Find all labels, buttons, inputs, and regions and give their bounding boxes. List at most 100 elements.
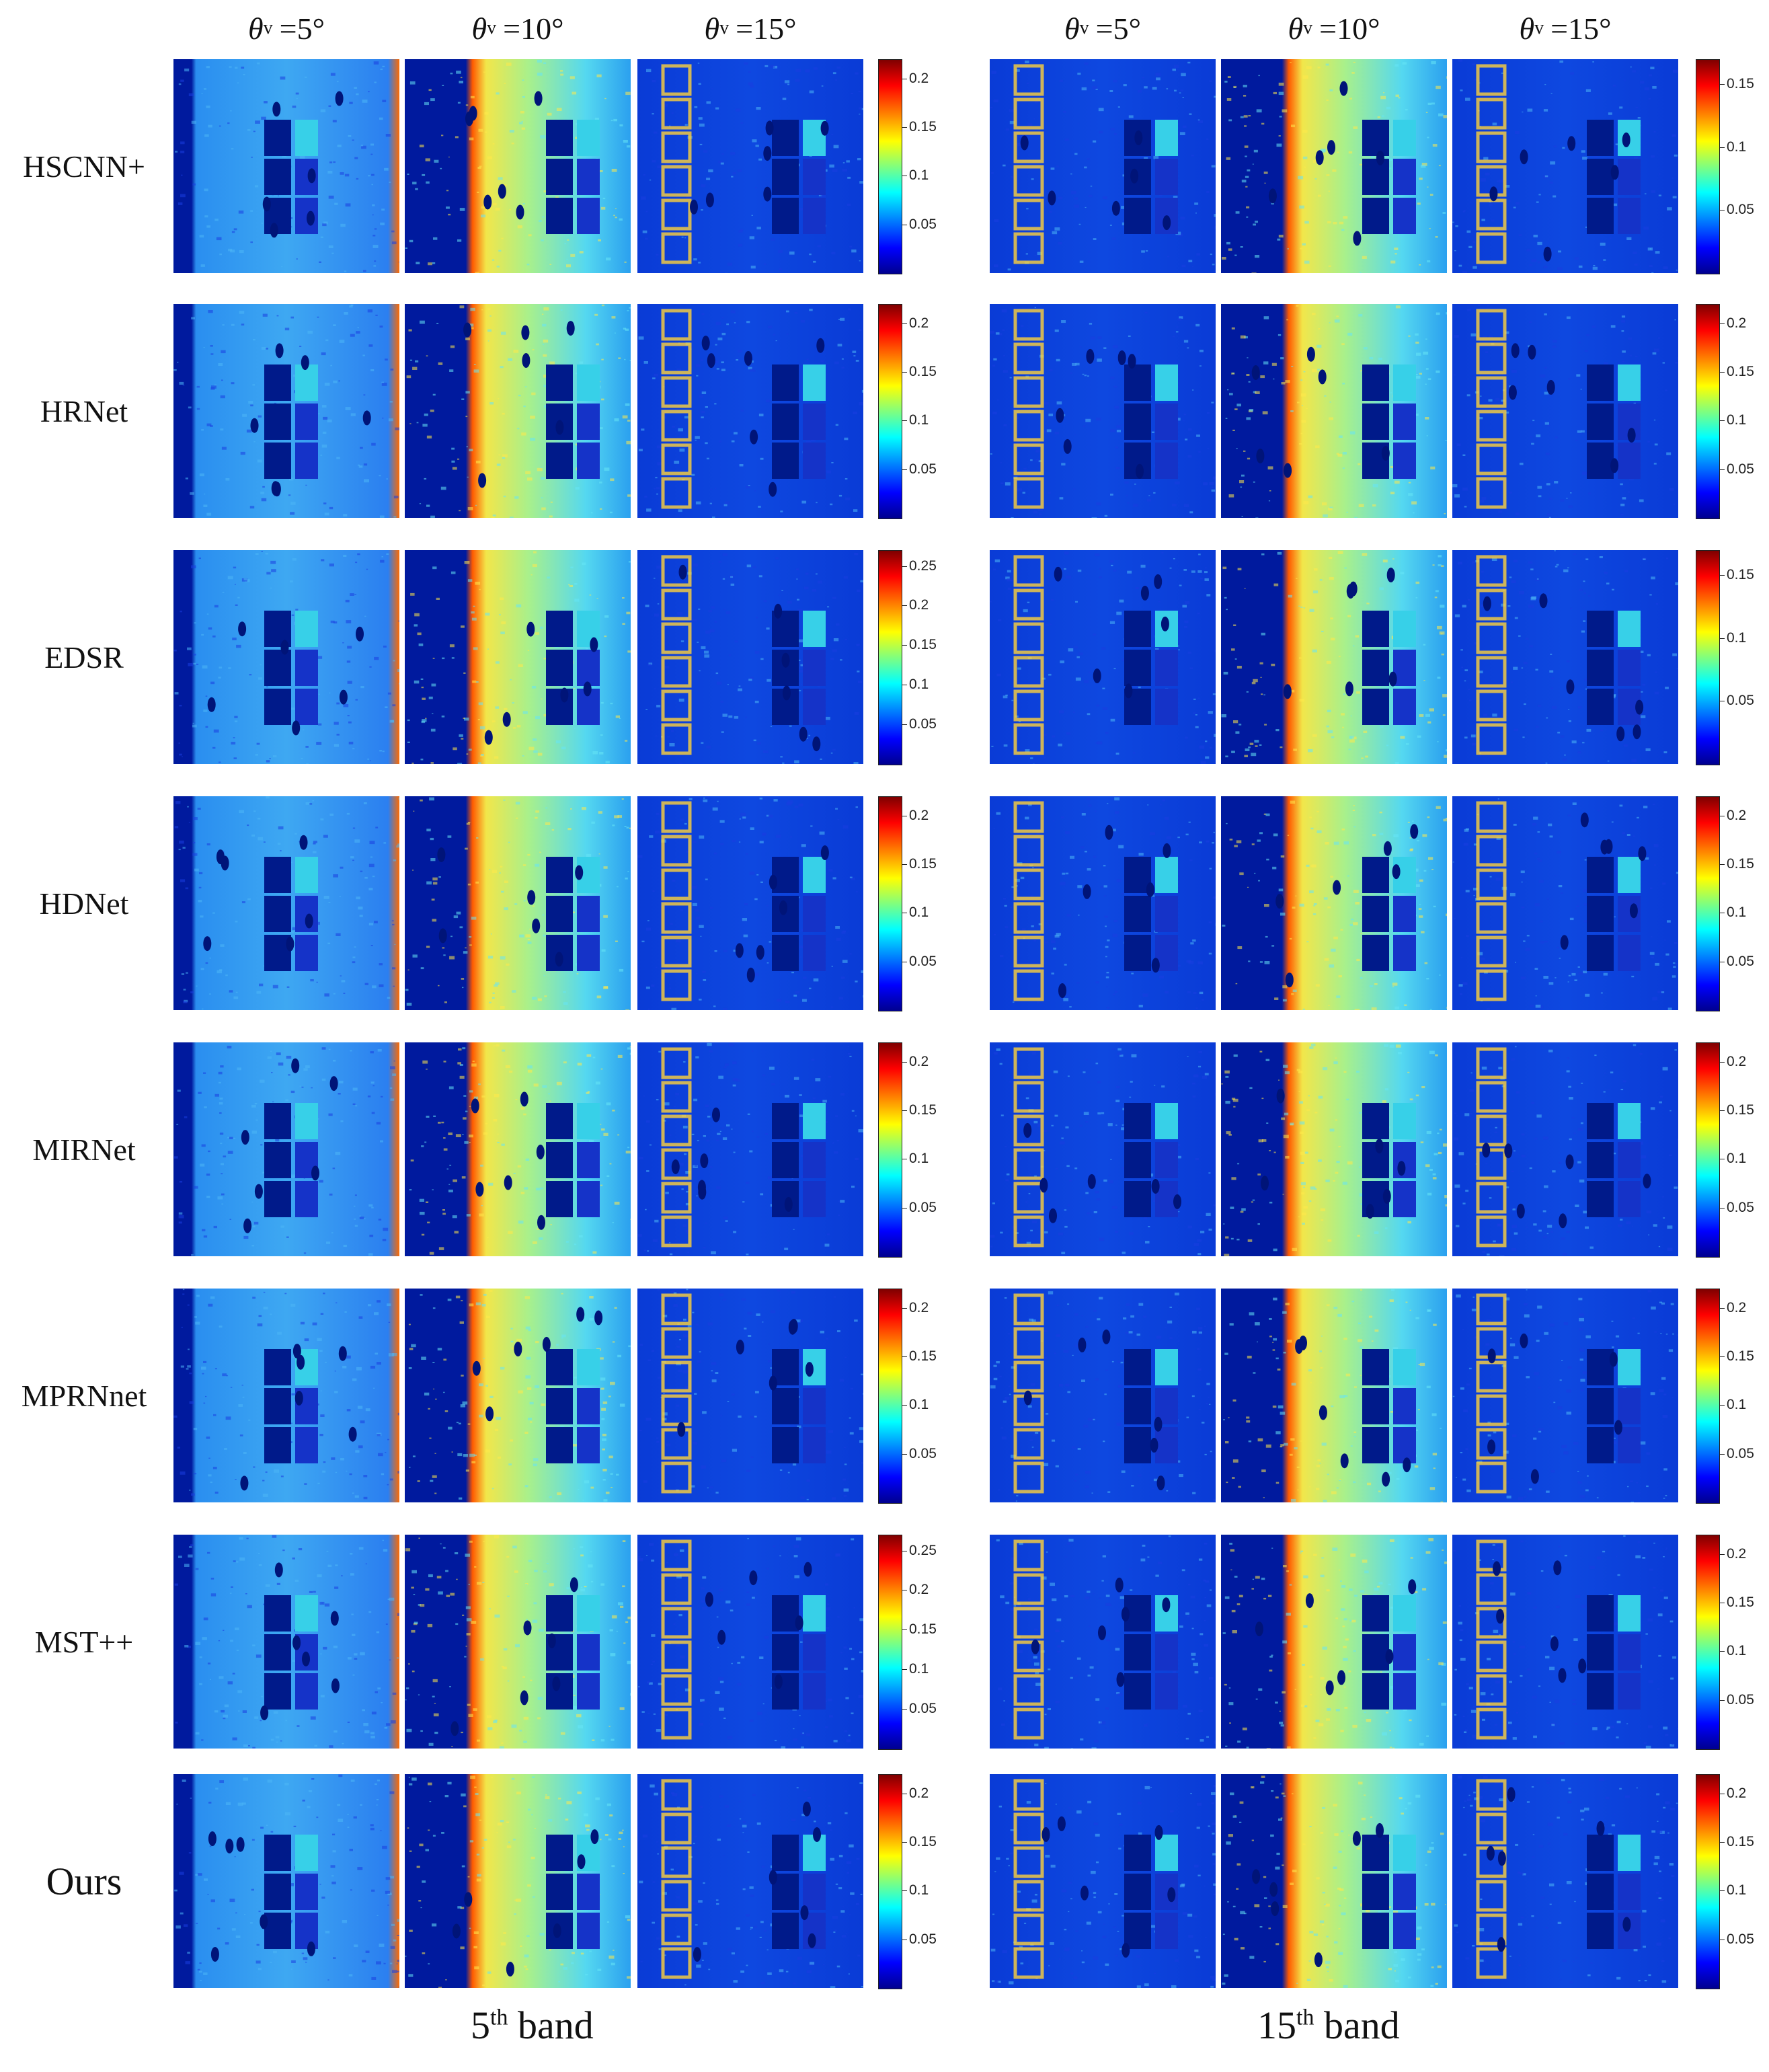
error-map-panel: [1221, 59, 1447, 273]
error-map-panel: [405, 550, 631, 764]
row-label: HDNet: [39, 886, 129, 921]
colorbar-tick-label: 0.05: [902, 953, 937, 969]
colorbar-tick-label: 0.1: [1719, 1151, 1747, 1167]
row-label: HSCNN+: [23, 149, 145, 184]
error-map-panel: [405, 1042, 631, 1256]
colorbar-tick-label: 0.2: [1719, 807, 1747, 823]
colorbar: [878, 1774, 902, 1989]
theta-subscript: v: [263, 17, 273, 38]
colorbar-tick-label: 0.2: [1719, 1053, 1747, 1069]
error-map-panel: [405, 1289, 631, 1502]
colorbar-tick-label: 0.1: [901, 677, 929, 693]
error-map-panel: [990, 1289, 1216, 1502]
colorbar-tick-label: 0.1: [901, 167, 929, 184]
colorbar-tick-label: 0.2: [901, 1582, 929, 1598]
band-label-2: 15th band: [1257, 2003, 1400, 2048]
colorbar-tick-label: 0.15: [902, 364, 937, 380]
error-map-panel: [990, 550, 1216, 764]
error-map-panel: [1221, 550, 1447, 764]
angle-value: =15°: [1550, 11, 1612, 46]
colorbar: [878, 304, 902, 519]
colorbar: [878, 796, 902, 1011]
colorbar: [878, 1535, 902, 1750]
error-map-panel: [637, 1535, 863, 1749]
error-map-panel: [173, 304, 399, 518]
error-map-panel: [1452, 1289, 1678, 1502]
colorbar-tick-label: 0.2: [901, 597, 929, 613]
column-header-2: θ v =10°: [405, 4, 631, 52]
error-map-panel: [1452, 550, 1678, 764]
colorbar-tick-label: 0.2: [901, 315, 929, 331]
row-label: MST++: [34, 1624, 134, 1659]
colorbar-tick-label: 0.1: [1719, 905, 1747, 921]
colorbar: [878, 1042, 902, 1258]
colorbar-tick-label: 0.1: [901, 905, 929, 921]
colorbar-tick-label: 0.1: [901, 1397, 929, 1413]
column-header-3: θ v =15°: [637, 4, 863, 52]
error-map-panel: [405, 1774, 631, 1988]
theta-subscript: v: [719, 17, 730, 38]
colorbar-tick-label: 0.25: [902, 1542, 937, 1558]
error-map-panel: [1452, 304, 1678, 518]
error-map-panel: [1221, 304, 1447, 518]
colorbar-tick-label: 0.15: [1719, 364, 1754, 380]
colorbar-tick-label: 0.1: [901, 412, 929, 428]
colorbar: [1696, 550, 1720, 765]
colorbar-tick-label: 0.1: [1719, 412, 1747, 428]
error-map-panel: [1221, 1535, 1447, 1749]
band-word: band: [517, 2003, 594, 2047]
theta-symbol: θ: [1519, 11, 1535, 46]
colorbar-tick-label: 0.1: [901, 1882, 929, 1898]
theta-subscript: v: [1534, 17, 1544, 38]
band-number: 15: [1257, 2003, 1296, 2047]
error-map-panel: [637, 550, 863, 764]
error-map-panel: [1452, 1774, 1678, 1988]
error-map-panel: [637, 1042, 863, 1256]
row-label: EDSR: [44, 640, 124, 675]
colorbar-tick-label: 0.05: [902, 1931, 937, 1947]
colorbar-tick-label: 0.15: [1719, 1595, 1754, 1611]
column-header-6: θ v =15°: [1452, 4, 1678, 52]
colorbar-tick-label: 0.15: [1719, 856, 1754, 872]
colorbar-tick-label: 0.05: [902, 1199, 937, 1215]
colorbar-tick-label: 0.1: [1719, 1643, 1747, 1659]
error-map-panel: [173, 796, 399, 1010]
colorbar-tick-label: 0.05: [1719, 1691, 1754, 1708]
theta-symbol: θ: [704, 11, 720, 46]
error-map-panel: [1221, 1289, 1447, 1502]
error-map-panel: [173, 1535, 399, 1749]
angle-value: =10°: [1319, 11, 1380, 46]
error-map-panel: [405, 59, 631, 273]
colorbar-tick-label: 0.15: [1719, 76, 1754, 92]
colorbar-tick-label: 0.2: [901, 70, 929, 86]
row-label: MPRNnet: [21, 1378, 147, 1413]
error-map-panel: [990, 1774, 1216, 1988]
error-map-panel: [405, 304, 631, 518]
row-label: HRNet: [40, 393, 128, 428]
error-map-panel: [990, 59, 1216, 273]
error-map-panel: [990, 304, 1216, 518]
theta-symbol: θ: [248, 11, 264, 46]
error-map-panel: [990, 1042, 1216, 1256]
colorbar-tick-label: 0.05: [1719, 953, 1754, 969]
band-number: 5: [471, 2003, 490, 2047]
theta-symbol: θ: [1064, 11, 1080, 46]
theta-subscript: v: [1079, 17, 1089, 38]
colorbar: [1696, 1042, 1720, 1258]
colorbar-tick-label: 0.05: [1719, 1445, 1754, 1461]
colorbar-tick-label: 0.15: [902, 1834, 937, 1850]
error-map-panel: [990, 796, 1216, 1010]
angle-value: =5°: [279, 11, 325, 46]
colorbar-tick-label: 0.2: [901, 1785, 929, 1801]
colorbar-tick-label: 0.15: [902, 1621, 937, 1638]
error-map-panel: [637, 1774, 863, 1988]
error-map-panel: [637, 796, 863, 1010]
colorbar-tick-label: 0.1: [1719, 629, 1747, 646]
colorbar: [1696, 1289, 1720, 1504]
error-map-panel: [1221, 796, 1447, 1010]
error-map-panel: [173, 1774, 399, 1988]
colorbar-tick-label: 0.15: [1719, 1102, 1754, 1118]
theta-symbol: θ: [471, 11, 487, 46]
error-map-panel: [637, 59, 863, 273]
colorbar-tick-label: 0.15: [1719, 1834, 1754, 1850]
